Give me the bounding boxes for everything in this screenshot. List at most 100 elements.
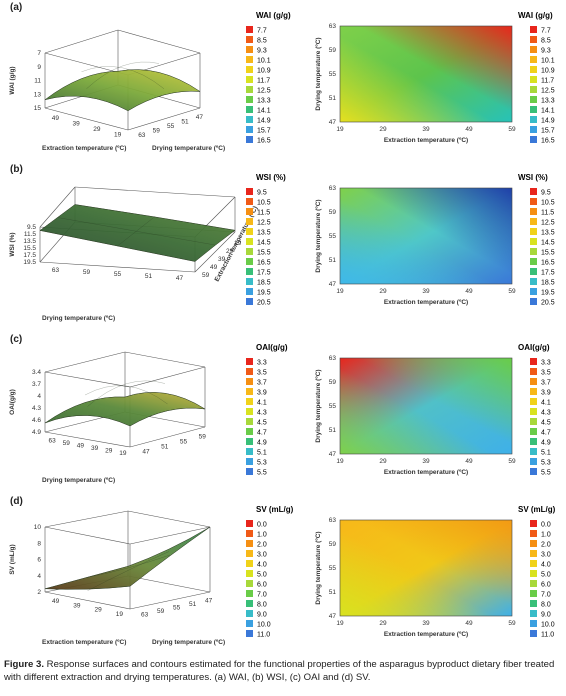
z-tick-label: 11	[34, 78, 41, 85]
legend-swatch	[246, 570, 253, 577]
contour-legend-swatch	[530, 560, 537, 567]
contour-legend-entry: 2.0	[541, 542, 551, 549]
z-axis-label: WAI (g/g)	[9, 66, 16, 94]
legend-entry: 15.7	[257, 128, 271, 135]
y-tick-label: 47	[142, 449, 150, 456]
contour-legend-entry: 8.0	[541, 602, 551, 609]
contour-x-tick: 49	[465, 126, 473, 133]
surface-mesh-line	[194, 230, 236, 262]
z-axis-label: SV (mL/g)	[9, 544, 16, 574]
contour-legend-title: SV (mL/g)	[518, 505, 556, 514]
contour-legend-swatch	[530, 630, 537, 637]
box-edge	[124, 351, 206, 368]
contour-legend-swatch	[530, 268, 537, 275]
contour-legend-swatch	[530, 96, 537, 103]
contour-frame	[339, 25, 513, 123]
contour-x-tick: 59	[508, 126, 516, 133]
y-tick-label: 39	[218, 256, 226, 263]
legend-entry: 5.5	[257, 470, 267, 477]
legend-swatch	[246, 520, 253, 527]
y-tick-label: 29	[226, 248, 234, 255]
contour-legend-entry: 12.5	[541, 88, 555, 95]
legend-title: WAI (g/g)	[256, 11, 291, 20]
legend-entry: 15.5	[257, 250, 271, 257]
box-edge	[127, 107, 201, 131]
box-edge	[44, 29, 119, 54]
x-tick-label: 47	[176, 275, 184, 282]
legend-entry: 16.5	[257, 260, 271, 267]
y-tick-label: 49	[210, 264, 218, 271]
contour-legend-entry: 3.0	[541, 552, 551, 559]
contour-legend-swatch	[530, 218, 537, 225]
x-tick-label: 19	[116, 611, 124, 618]
y-tick-label: 51	[181, 119, 189, 126]
contour-legend-swatch	[530, 418, 537, 425]
z-tick-label: 2	[37, 589, 41, 596]
x-tick-label: 49	[52, 115, 60, 122]
y-tick-label: 63	[138, 132, 146, 139]
surface-mesh-line	[84, 385, 168, 405]
contour-fill-overlay	[340, 520, 512, 616]
contour-legend-swatch	[530, 458, 537, 465]
box-edge	[39, 186, 76, 228]
legend-swatch	[246, 418, 253, 425]
contour-x-tick: 19	[336, 126, 344, 133]
box-edge	[117, 29, 201, 54]
figure-a: 7 9 11 13 15 WAI (g/g) 49 39 29 19 63 59 55 51 47 Extra…	[9, 11, 555, 152]
contour-legend-entry: 15.5	[541, 250, 555, 257]
x-tick-label: 63	[52, 267, 60, 274]
figure-d: 10 8 6 4 2 SV (mL/g) 49 39 29 19 63 59 55 51 47 Extract…	[9, 505, 556, 646]
legend-entry: 14.5	[257, 240, 271, 247]
x-tick-label: 39	[73, 602, 81, 609]
legend-swatch	[246, 298, 253, 305]
contour-legend-entry: 5.1	[541, 450, 551, 457]
contour-x-tick: 19	[336, 288, 344, 295]
contour-legend-swatch	[530, 26, 537, 33]
contour-legend-swatch	[530, 258, 537, 265]
contour-legend-swatch	[530, 590, 537, 597]
contour-legend-swatch	[530, 448, 537, 455]
contour-legend-swatch	[530, 278, 537, 285]
surface-mesh-line	[87, 551, 170, 591]
contour-legend-swatch	[530, 378, 537, 385]
contour-y-tick: 59	[329, 47, 337, 54]
legend-swatch	[246, 86, 253, 93]
contour-legend-swatch	[530, 540, 537, 547]
z-tick-label: 4.9	[32, 429, 41, 436]
contour-fill-overlay	[340, 358, 512, 454]
contour-x-label: Extraction temperature (ºC)	[384, 137, 468, 144]
contour-x-tick: 59	[508, 288, 516, 295]
z-tick-label: 13	[34, 91, 42, 98]
surface-mesh-line	[44, 71, 119, 100]
contour-legend-swatch	[530, 620, 537, 627]
x-tick-label: 19	[119, 450, 127, 457]
response-surface	[44, 526, 211, 590]
x-tick-label: 55	[114, 271, 122, 278]
legend-swatch	[246, 550, 253, 557]
contour-legend-swatch	[530, 288, 537, 295]
legend-entry: 12.5	[257, 88, 271, 95]
legend-entry: 7.7	[257, 28, 267, 35]
box-edge	[127, 575, 211, 593]
legend-swatch	[246, 278, 253, 285]
contour-y-tick: 55	[329, 403, 337, 410]
y-tick-label: 63	[141, 611, 149, 618]
legend-entry: 3.5	[257, 370, 267, 377]
contour-legend-entry: 8.5	[541, 38, 551, 45]
surface-mesh-line	[87, 380, 166, 407]
legend-entry: 6.0	[257, 582, 267, 589]
contour-legend-entry: 9.3	[541, 48, 551, 55]
y-tick-label: 59	[202, 272, 210, 279]
contour-legend-swatch	[530, 66, 537, 73]
legend-swatch	[246, 378, 253, 385]
x-tick-label: 29	[105, 447, 113, 454]
surface-mesh-line	[39, 204, 76, 231]
legend-entry: 2.0	[257, 542, 267, 549]
legend-swatch	[246, 600, 253, 607]
panel-label: (b)	[10, 164, 23, 175]
contour-legend-entry: 10.5	[541, 200, 555, 207]
contour-y-tick: 63	[329, 185, 337, 192]
contour-legend-swatch	[530, 468, 537, 475]
legend-entry: 4.5	[257, 420, 267, 427]
